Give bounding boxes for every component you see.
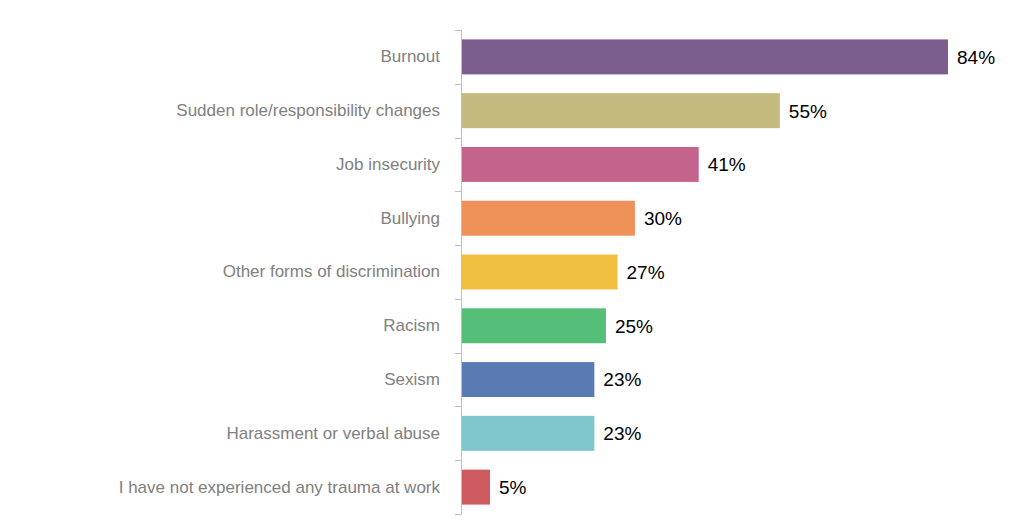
chart: Burnout Sudden role/responsibility change…	[0, 0, 1024, 526]
bar	[461, 255, 618, 290]
category-separator	[455, 84, 462, 85]
tick-label: Sexism	[384, 370, 440, 389]
data-label: 5%	[499, 477, 527, 498]
bar	[461, 362, 594, 397]
tick-label: Sudden role/responsibility changes	[176, 101, 440, 120]
data-label: 23%	[603, 423, 641, 444]
bar	[461, 201, 635, 236]
category-separator	[455, 460, 462, 461]
data-label: 84%	[957, 47, 995, 68]
tick-label: I have not experienced any trauma at wor…	[119, 478, 441, 497]
tick: Other forms of discrimination	[223, 262, 440, 281]
bar	[461, 470, 490, 505]
data-label: 27%	[627, 262, 665, 283]
tick: Burnout	[380, 47, 440, 66]
tick: Job insecurity	[336, 155, 440, 174]
tick: I have not experienced any trauma at wor…	[119, 478, 441, 497]
bars	[461, 39, 948, 504]
tick-label: Racism	[383, 316, 440, 335]
bar	[461, 39, 948, 74]
category-separator	[455, 406, 462, 407]
category-separator	[455, 138, 462, 139]
data-label: 23%	[603, 369, 641, 390]
data-labels: 84% 55% 41% 30% 27% 25% 23% 23% 5%	[499, 47, 995, 498]
bar	[461, 93, 780, 128]
data-label: 25%	[615, 316, 653, 337]
axis-line	[461, 30, 462, 514]
separators	[455, 31, 462, 515]
tick-label: Bullying	[380, 209, 440, 228]
tick: Racism	[383, 316, 440, 335]
bar	[461, 308, 606, 343]
category-separator	[455, 30, 462, 31]
bar	[461, 416, 594, 451]
tick: Harassment or verbal abuse	[226, 424, 440, 443]
tick-label: Job insecurity	[336, 155, 440, 174]
data-label: 41%	[708, 154, 746, 175]
category-separator	[455, 299, 462, 300]
category-separator	[455, 514, 462, 515]
bar	[461, 147, 699, 182]
category-separator	[455, 191, 462, 192]
y-axis: Burnout Sudden role/responsibility change…	[119, 30, 462, 514]
tick-label: Harassment or verbal abuse	[226, 424, 440, 443]
tick: Bullying	[380, 209, 440, 228]
tick: Sudden role/responsibility changes	[176, 101, 440, 120]
data-label: 55%	[789, 101, 827, 122]
category-separator	[455, 245, 462, 246]
tick-label: Burnout	[380, 47, 440, 66]
tick: Sexism	[384, 370, 440, 389]
tick-label: Other forms of discrimination	[223, 262, 440, 281]
category-separator	[455, 353, 462, 354]
data-label: 30%	[644, 208, 682, 229]
